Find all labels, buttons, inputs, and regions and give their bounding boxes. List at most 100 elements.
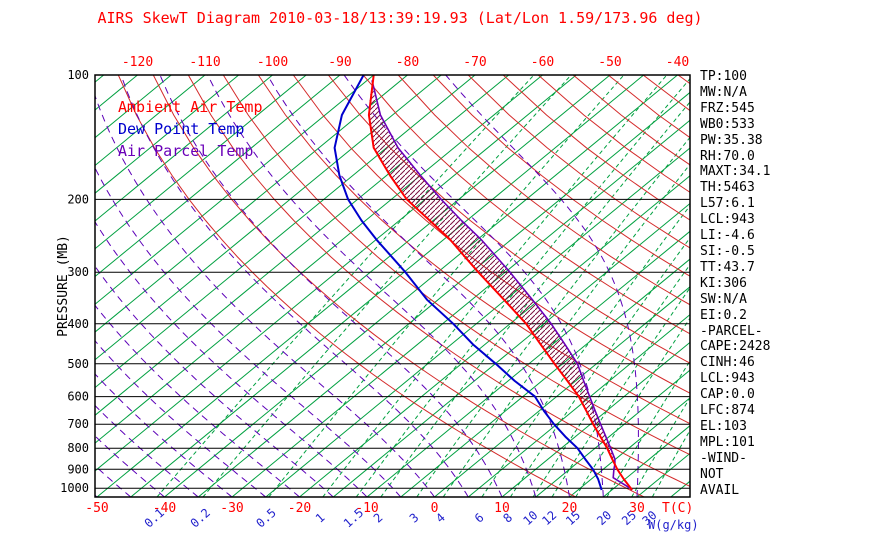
index-line: TP:100: [700, 69, 747, 84]
isotherm-line: [95, 75, 341, 278]
bottom-temp-tick-label: 20: [562, 501, 578, 516]
isotherm-line: [434, 286, 690, 497]
mixing-ratio-tick-label: 12: [539, 508, 559, 528]
legend-air-parcel-temp: Air Parcel Temp: [118, 142, 254, 160]
moist-adiabat-line: [159, 75, 503, 497]
mixing-ratio-line: [481, 204, 690, 497]
isotherm-line: [95, 75, 206, 167]
index-line: SW:N/A: [700, 291, 747, 307]
index-line: PW:35.38: [700, 132, 763, 148]
moist-adiabat-line: [343, 75, 604, 497]
isotherm-line: [95, 75, 543, 444]
index-line: L57:6.1: [700, 196, 755, 212]
isotherm-line: [535, 369, 690, 497]
isotherm-line: [299, 175, 690, 497]
index-line: CAPE:2428: [700, 339, 771, 355]
pressure-tick-label: 100: [67, 68, 89, 82]
isotherm-line: [95, 75, 408, 333]
mixing-ratio-tick-label: 4: [433, 510, 448, 525]
dry-adiabat-line: [327, 75, 690, 364]
temperature-curve: [367, 75, 633, 491]
dry-adiabat-line: [187, 75, 690, 487]
pressure-tick-label: 600: [67, 390, 89, 404]
isotherm-line: [467, 313, 690, 497]
isotherm-line: [501, 341, 690, 497]
index-line: SI:-0.5: [700, 243, 755, 259]
mixing-ratio-line: [268, 75, 625, 497]
isotherm-line: [95, 75, 307, 250]
plot-area: [95, 75, 690, 497]
mixing-ratio-tick-label: 0.2: [188, 506, 213, 531]
mixing-ratio-tick-label: 1: [313, 510, 328, 525]
temp-axis-unit-label: T(C): [662, 501, 693, 516]
mixing-axis-unit-label: W(g/kg): [648, 518, 699, 532]
pressure-tick-label: 1000: [60, 481, 89, 495]
index-line: CINH:46: [700, 355, 755, 371]
pressure-tick-label: 800: [67, 441, 89, 455]
dry-adiabat-line: [362, 75, 690, 335]
mixing-ratio-tick-label: 10: [520, 508, 540, 528]
legend-dew-point-temp: Dew Point Temp: [118, 120, 245, 138]
bottom-temp-tick-label: -40: [153, 501, 176, 516]
mixing-ratio-line: [416, 136, 690, 497]
isotherm-line: [332, 202, 690, 497]
index-line: MPL:101: [700, 434, 755, 450]
isotherm-line: [95, 75, 375, 305]
index-line: RH:70.0: [700, 148, 755, 164]
isotherm-line: [569, 397, 690, 497]
moist-adiabat-line: [207, 75, 537, 497]
index-line: FRZ:545: [700, 100, 755, 116]
mixing-ratio-line: [442, 163, 690, 497]
mixing-ratio-line: [322, 75, 668, 497]
dry-adiabat-line: [152, 75, 645, 497]
top-temp-tick-label: -50: [598, 55, 621, 70]
mixing-ratio-tick-label: 3: [407, 510, 422, 525]
chart-legend: Ambient Air Temp Dew Point Temp Air Parc…: [118, 96, 263, 162]
dry-adiabat-line: [222, 75, 690, 456]
index-line: AVAIL: [700, 482, 740, 498]
mixing-ratio-tick-label: 8: [500, 510, 515, 525]
index-line: MAXT:34.1: [700, 164, 771, 180]
isotherm-line: [231, 119, 690, 497]
mixing-ratio-line: [202, 75, 572, 497]
index-line: LCL:943: [700, 371, 755, 387]
bottom-temp-tick-label: -20: [288, 501, 311, 516]
index-line: CAP:0.0: [700, 387, 755, 403]
index-line: LFC:874: [700, 403, 755, 419]
bottom-temp-tick-label: 10: [494, 501, 510, 516]
top-temp-tick-label: -110: [189, 55, 220, 70]
bottom-temp-tick-label: 0: [431, 501, 439, 516]
mixing-ratio-line: [156, 75, 535, 497]
dry-adiabat-line: [117, 75, 576, 497]
bottom-temp-tick-label: -30: [220, 501, 243, 516]
top-temp-tick-label: -100: [257, 55, 288, 70]
mixing-ratio-line: [532, 263, 690, 497]
mixing-ratio-line: [355, 77, 690, 497]
moist-adiabat-line: [95, 94, 435, 497]
isotherm-line: [265, 147, 690, 497]
top-temp-tick-label: -60: [531, 55, 554, 70]
pressure-axis-label: PRESSURE (MB): [56, 235, 71, 337]
moist-adiabat-line: [120, 75, 469, 497]
isotherm-line: [400, 258, 690, 497]
dry-adiabat-line: [432, 75, 690, 277]
bottom-temp-tick-label: -10: [355, 501, 378, 516]
moist-adiabat-line: [95, 220, 368, 497]
top-temp-tick-label: -40: [666, 55, 689, 70]
pressure-tick-label: 900: [67, 462, 89, 476]
pressure-tick-label: 500: [67, 357, 89, 371]
mixing-ratio-line: [380, 101, 690, 497]
index-line: KI:306: [700, 275, 747, 291]
dry-adiabat-line: [397, 75, 690, 306]
mixing-ratio-tick-label: 20: [594, 508, 614, 528]
index-line: LI:-4.6: [700, 228, 755, 244]
isotherm-line: [602, 425, 690, 497]
cape-hatch-area: [369, 80, 615, 465]
top-temp-tick-label: -120: [122, 55, 153, 70]
dewpoint-curve: [333, 75, 603, 491]
dry-adiabat-line: [502, 75, 690, 221]
isotherm-line: [95, 75, 510, 416]
chart-title: AIRS SkewT Diagram 2010-03-18/13:39:19.9…: [97, 9, 703, 27]
pressure-tick-label: 400: [67, 317, 89, 331]
isotherm-line: [130, 75, 645, 497]
